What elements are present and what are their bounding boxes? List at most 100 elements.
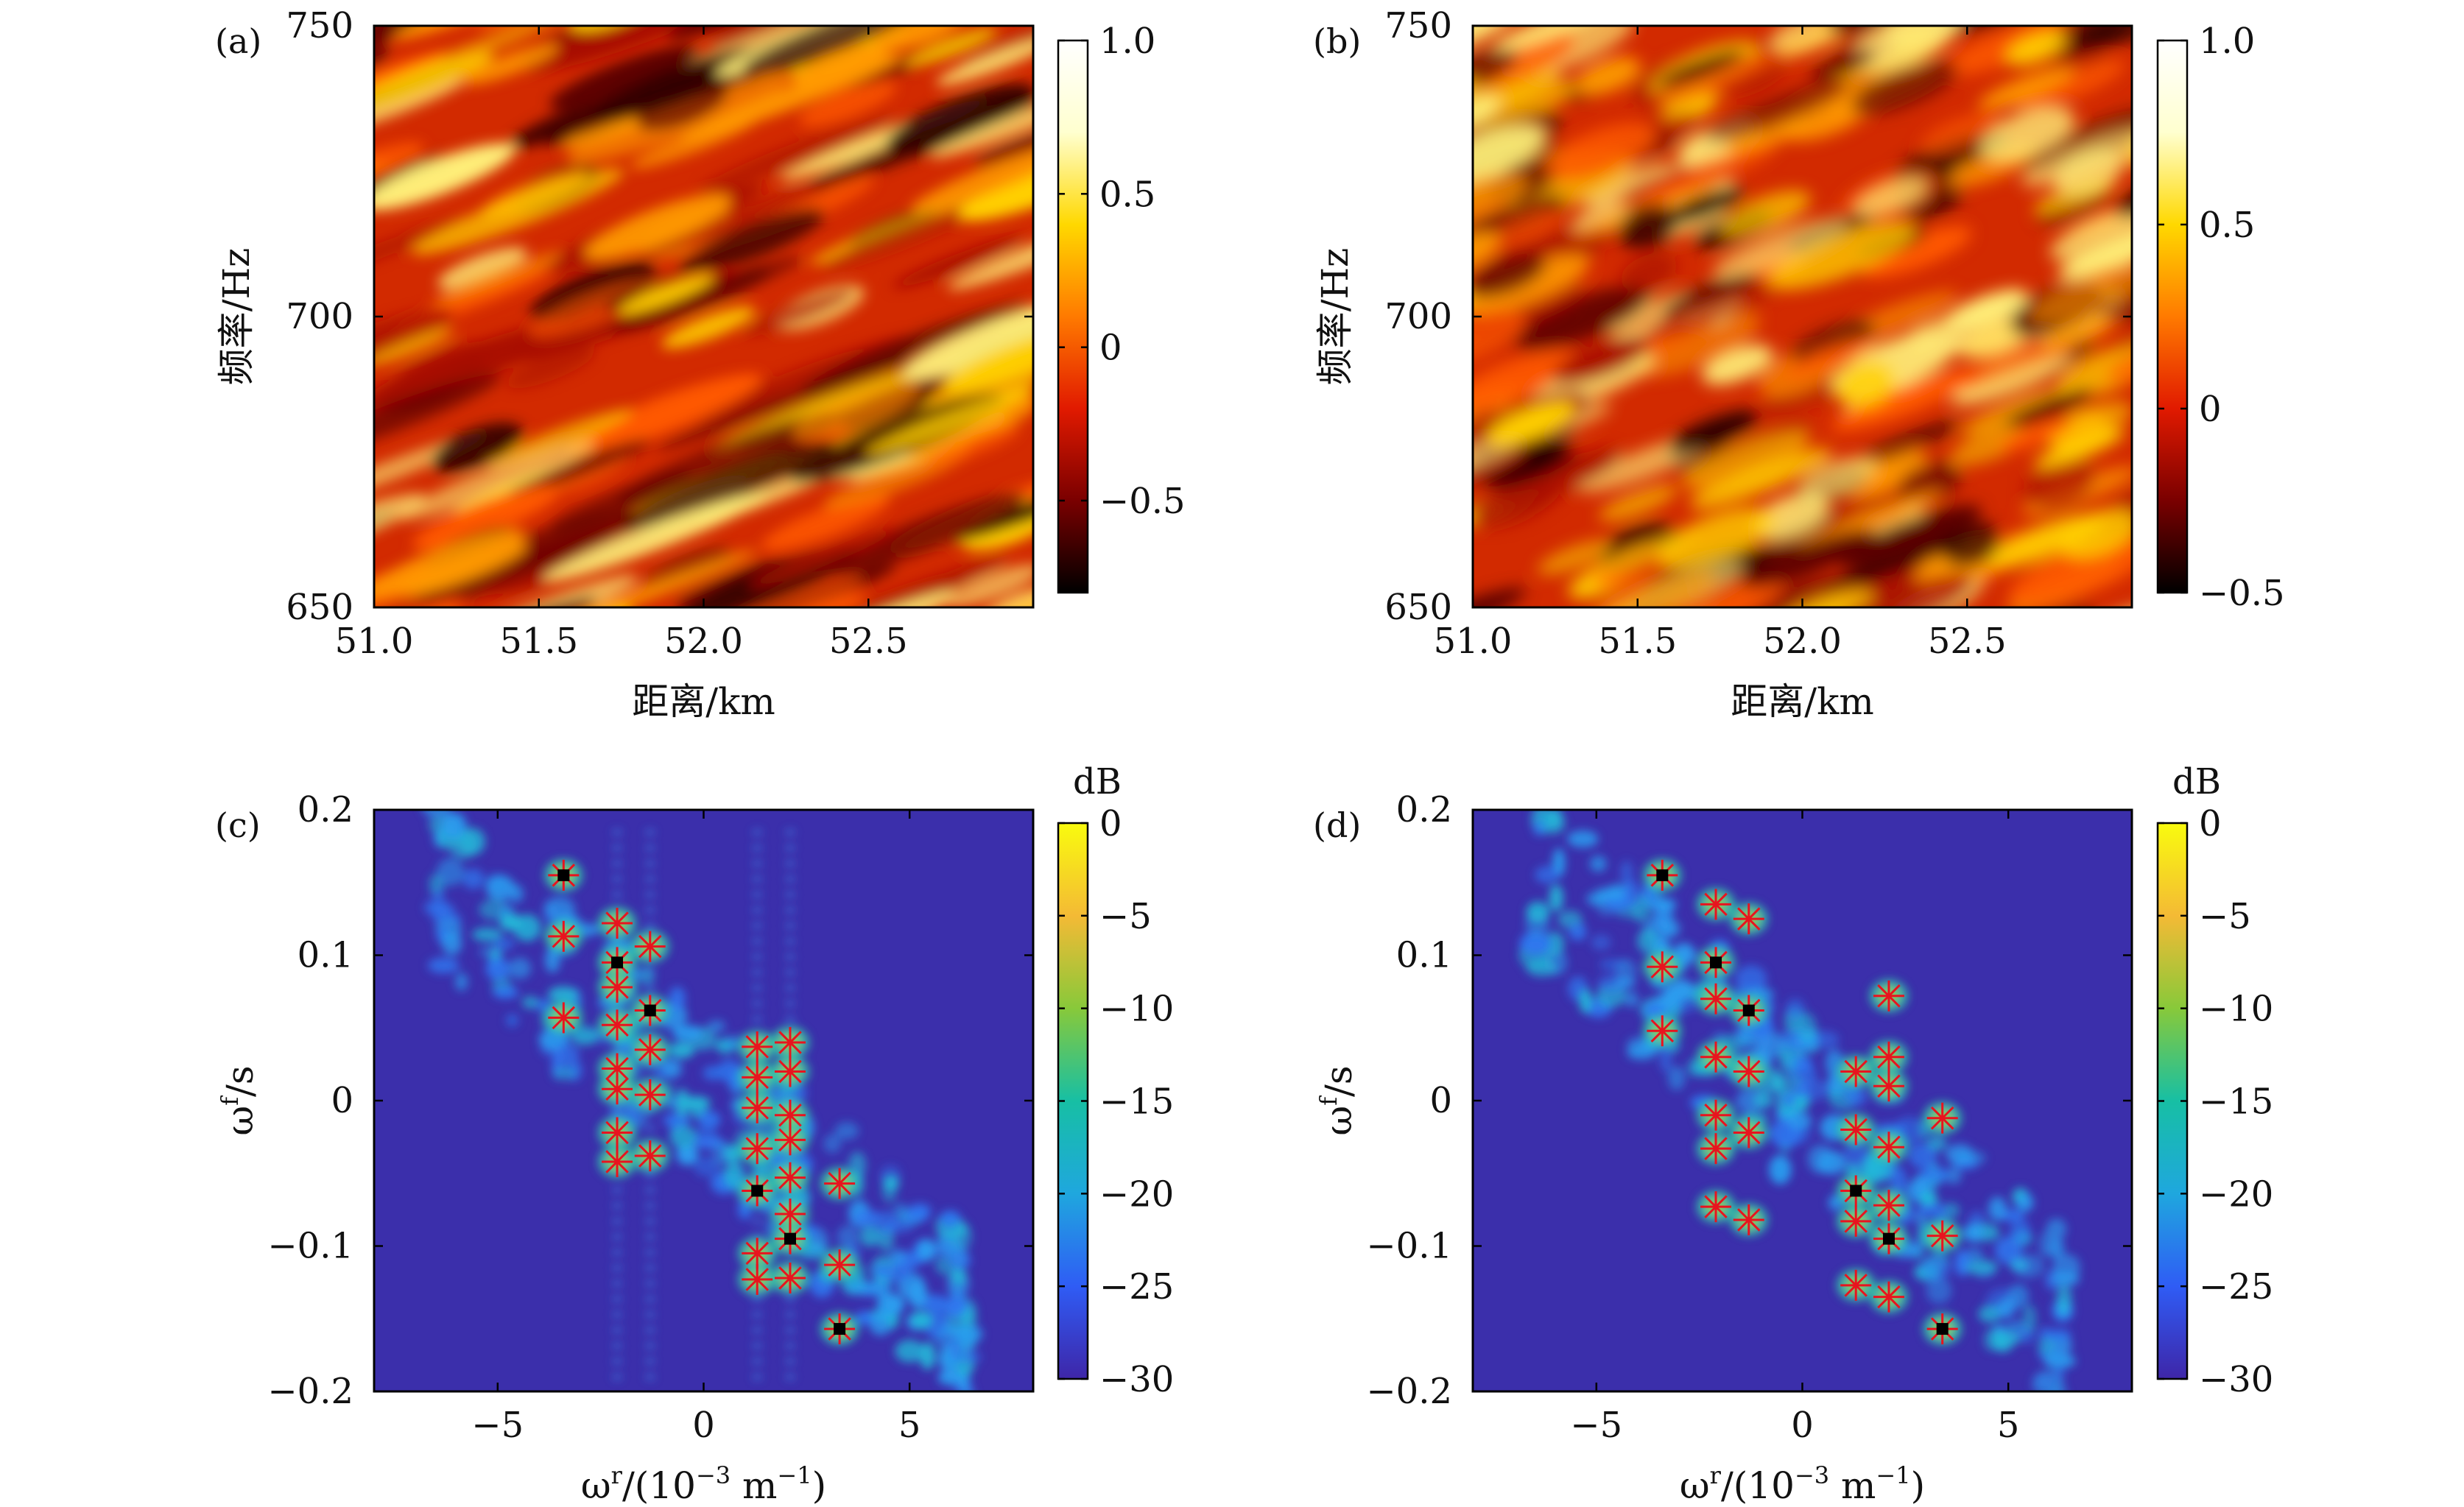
y-tick-label: 650 (1384, 587, 1452, 628)
x-tick-label: −5 (1570, 1405, 1622, 1446)
peak-star-marker (742, 1062, 773, 1093)
y-axis-label: ωf/s (1314, 1065, 1360, 1135)
colorbar-tick-label: −5 (2199, 896, 2251, 937)
panel-label: (d) (1313, 805, 1361, 845)
colorbar-tick-label: −30 (1099, 1359, 1174, 1400)
peak-star-marker (1647, 951, 1678, 983)
y-tick-label: −0.1 (267, 1226, 353, 1267)
true-peak-square-marker (1710, 956, 1722, 969)
true-peak-square-marker (1656, 869, 1669, 881)
peak-star-marker (1873, 980, 1904, 1012)
peak-star-marker (1873, 1132, 1904, 1163)
x-axis-label: 距离/km (1731, 680, 1874, 723)
y-tick-label: 750 (286, 5, 353, 46)
peak-star-marker (602, 971, 633, 1003)
peak-star-marker (742, 1092, 773, 1123)
colorbar-tick-label: −30 (2199, 1359, 2273, 1400)
y-axis-label: 频率/Hz (215, 248, 258, 386)
true-peak-square-marker (751, 1185, 764, 1197)
x-tick-label: −5 (471, 1405, 524, 1446)
peak-star-marker (1840, 1205, 1872, 1237)
peak-star-marker (1840, 1114, 1872, 1146)
colorbar-tick-label: −15 (1099, 1081, 1174, 1123)
x-tick-label: 0 (692, 1405, 715, 1446)
y-tick-label: 750 (1384, 5, 1452, 46)
true-peak-square-marker (1850, 1185, 1862, 1197)
x-tick-label: 0 (1791, 1405, 1814, 1446)
peak-star-marker (742, 1263, 773, 1295)
x-tick-label: 52.0 (664, 621, 743, 662)
y-tick-label: 0.1 (1396, 935, 1452, 976)
colorbar (2156, 39, 2189, 594)
true-peak-square-marker (1882, 1232, 1895, 1245)
peak-star-marker (1840, 1269, 1872, 1301)
x-tick-label: 5 (1997, 1405, 2020, 1446)
colorbar-tick-label: −5 (1099, 896, 1152, 937)
peak-star-marker (634, 1140, 666, 1172)
colorbar-tick-label: −0.5 (2199, 573, 2285, 614)
peak-star-marker (1700, 889, 1732, 920)
peak-star-marker (1700, 1191, 1732, 1223)
peak-star-marker (1840, 1056, 1872, 1087)
peak-star-marker (1873, 1041, 1904, 1073)
peak-star-marker (1647, 1015, 1678, 1047)
x-tick-label: 51.0 (335, 621, 414, 662)
y-tick-label: 700 (286, 296, 353, 337)
peak-star-marker (1700, 1133, 1732, 1165)
colorbar-tick-label: 1.0 (2199, 21, 2255, 62)
panel-b: 51.0 51.5 52.0 52.5 650 700 750 (b) 距离/km 频率/Hz 1.… (1313, 5, 2285, 723)
x-axis-label: 距离/km (632, 680, 775, 723)
colorbar-tick-label: −20 (1099, 1174, 1174, 1215)
y-tick-label: −0.1 (1366, 1226, 1452, 1267)
colorbar-tick-label: −0.5 (1099, 481, 1186, 522)
peak-star-marker (1733, 1117, 1764, 1148)
y-tick-label: 0.2 (298, 789, 353, 830)
colorbar-title: dB (1073, 761, 1122, 802)
peak-star-marker (634, 931, 666, 962)
peak-star-marker (602, 1009, 633, 1041)
panel-label: (a) (215, 21, 261, 61)
panel-label: (c) (215, 805, 261, 845)
peak-star-marker (742, 1031, 773, 1062)
peak-star-marker (1733, 903, 1764, 935)
peak-star-marker (774, 1124, 806, 1156)
peak-star-marker (774, 1027, 806, 1058)
peak-star-marker (602, 908, 633, 939)
peak-star-marker (1926, 1102, 1958, 1134)
true-peak-square-marker (1936, 1323, 1949, 1335)
colorbar-tick-label: −10 (2199, 989, 2273, 1030)
peak-star-marker (742, 1238, 773, 1269)
y-tick-label: 0.1 (298, 935, 353, 976)
x-tick-label: 51.5 (499, 621, 578, 662)
x-tick-label: 51.0 (1434, 621, 1513, 662)
peak-star-marker (774, 1056, 806, 1087)
peak-star-marker (774, 1262, 806, 1294)
peak-star-marker (602, 1117, 633, 1148)
y-tick-label: −0.2 (1366, 1371, 1452, 1412)
peak-star-marker (1700, 1041, 1732, 1073)
peak-star-marker (634, 1079, 666, 1111)
y-axis-label: 频率/Hz (1314, 248, 1356, 386)
colorbar-title: dB (2172, 761, 2221, 802)
colorbar-tick-label: 0.5 (2199, 205, 2255, 246)
peak-star-marker (548, 1002, 580, 1034)
panel-d: −5 0 5 −0.2 −0.1 0 0.1 0.2 (d) ωr/(10−3 m−1) ωf/s 0… (1313, 761, 2273, 1507)
peak-star-marker (548, 920, 580, 952)
colorbar-tick-label: −25 (1099, 1266, 1174, 1307)
y-axis-label: ωf/s (216, 1065, 261, 1135)
colorbar-tick-label: 1.0 (1099, 21, 1155, 62)
peak-star-marker (634, 1034, 666, 1065)
colorbar (1057, 39, 1089, 594)
colorbar-tick-label: −10 (1099, 989, 1174, 1030)
spectrum-image (374, 810, 1033, 1391)
y-tick-label: 700 (1384, 296, 1452, 337)
panel-c: −5 0 5 −0.2 −0.1 0 0.1 0.2 (c) ωr/(10−3 m−1) ωf/s 0… (215, 761, 1174, 1507)
peak-star-marker (774, 1162, 806, 1193)
x-tick-label: 52.5 (829, 621, 908, 662)
colorbar-tick-label: −25 (2199, 1266, 2273, 1307)
x-axis-label: ωr/(10−3 m−1) (1680, 1461, 1925, 1507)
x-tick-label: 52.0 (1763, 621, 1842, 662)
heatmap-image (1473, 26, 2132, 607)
y-tick-label: 650 (286, 587, 353, 628)
